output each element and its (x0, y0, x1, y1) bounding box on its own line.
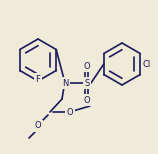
Text: O: O (84, 61, 90, 71)
Text: O: O (35, 122, 41, 130)
Text: N: N (62, 79, 68, 87)
Text: O: O (67, 107, 73, 116)
Text: S: S (84, 79, 90, 87)
Text: O: O (84, 95, 90, 105)
Text: Cl: Cl (142, 59, 150, 69)
Text: F: F (36, 75, 40, 83)
